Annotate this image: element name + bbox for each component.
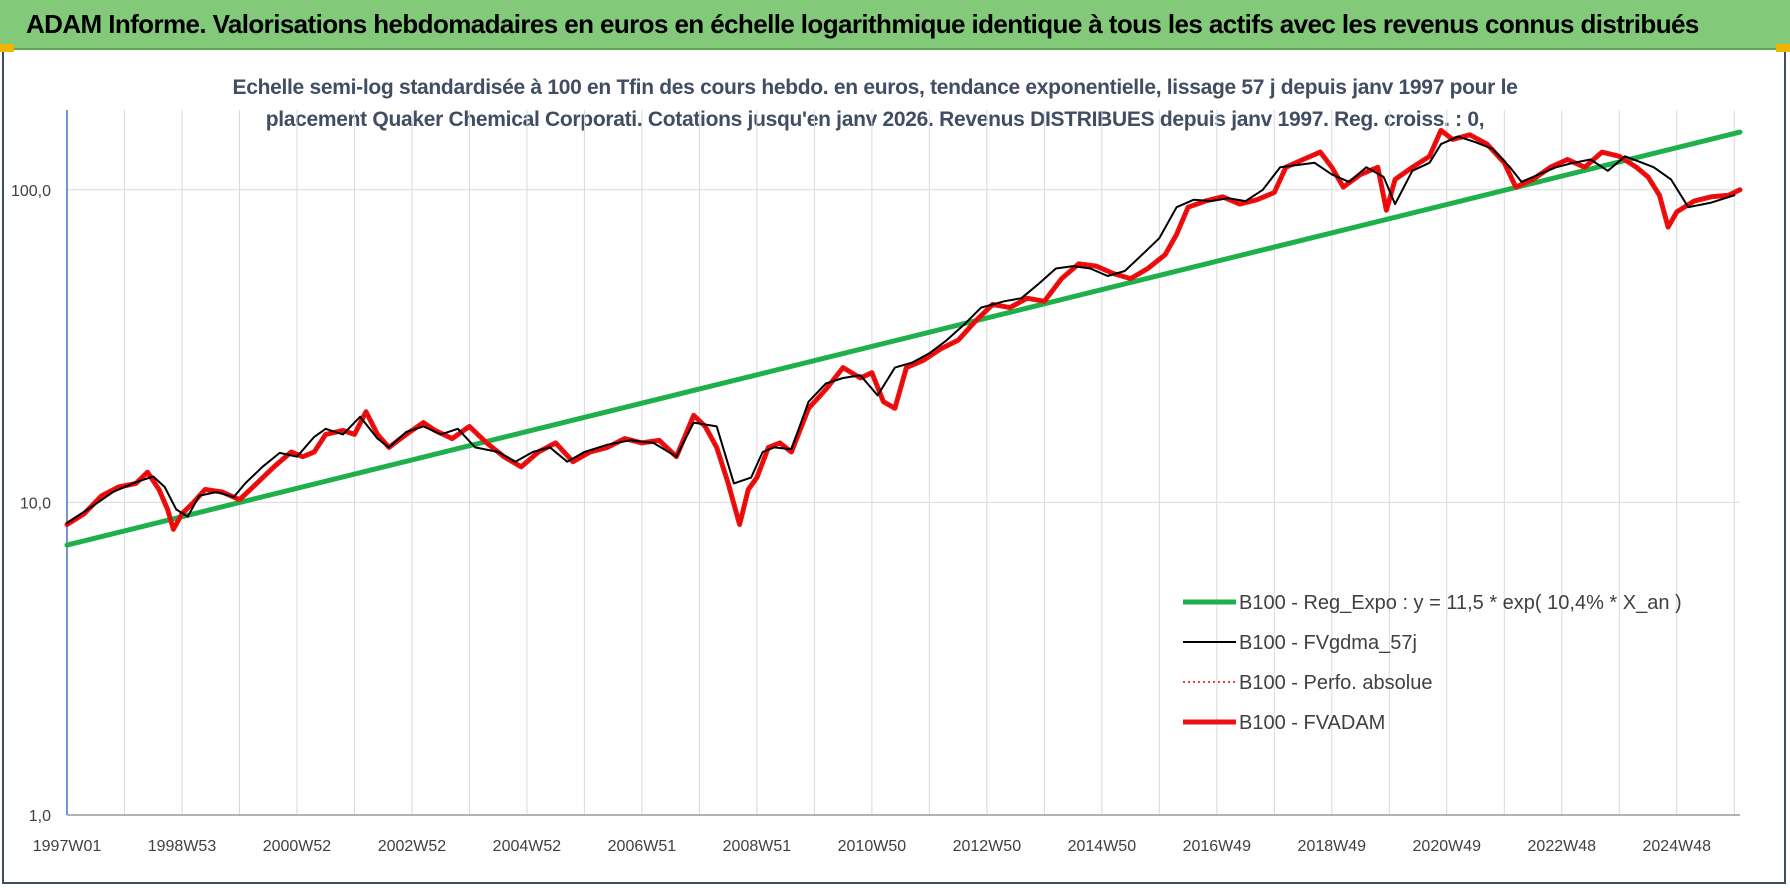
x-tick-label: 2016W49	[1183, 838, 1252, 855]
series-line-2	[66, 135, 1736, 524]
legend-label-3: B100 - Perfo. absolue	[1239, 672, 1432, 694]
title-banner: ADAM Informe. Valorisations hebdomadaire…	[0, 0, 1790, 50]
axes	[66, 110, 1740, 816]
series-line-1	[64, 129, 1743, 548]
x-tick-label: 1997W01	[33, 838, 102, 855]
legend: B100 - Reg_Expo : y = 11,5 * exp( 10,4% …	[1183, 592, 1682, 734]
x-tick-label: 2012W50	[953, 838, 1022, 855]
tick-labels: 1,0 10,0 100,0 1997W01 1998W53 2000W52 2002W52…	[11, 183, 1711, 855]
x-tick-label: 2002W52	[378, 838, 447, 855]
y-tick-label: 100,0	[11, 183, 51, 200]
page-title: ADAM Informe. Valorisations hebdomadaire…	[26, 9, 1699, 39]
chart-subtitle-line-2: placement Quaker Chemical Corporati. Cot…	[265, 108, 1485, 131]
series-lines	[64, 127, 1743, 548]
grid-lines	[67, 110, 1740, 815]
corner-accent-right	[1776, 44, 1790, 52]
x-tick-label: 2022W48	[1528, 838, 1597, 855]
x-tick-label: 2018W49	[1298, 838, 1367, 855]
x-tick-label: 2006W51	[608, 838, 677, 855]
x-tick-label: 2014W50	[1068, 838, 1137, 855]
x-tick-label: 2000W52	[263, 838, 332, 855]
chart-frame	[2, 52, 1786, 884]
x-tick-label: 2010W50	[838, 838, 907, 855]
x-tick-label: 2024W48	[1643, 838, 1712, 855]
legend-label-1: B100 - Reg_Expo : y = 11,5 * exp( 10,4% …	[1239, 592, 1682, 614]
x-tick-label: 1998W53	[148, 838, 217, 855]
y-tick-label: 10,0	[20, 495, 51, 512]
x-tick-label: 2004W52	[493, 838, 562, 855]
x-tick-label: 2008W51	[723, 838, 792, 855]
x-tick-label: 2020W49	[1413, 838, 1482, 855]
y-tick-label: 1,0	[29, 808, 51, 825]
legend-label-2: B100 - FVgdma_57j	[1239, 632, 1417, 654]
chart-subtitle-line-1: Echelle semi-log standardisée à 100 en T…	[232, 76, 1518, 99]
legend-label-4: B100 - FVADAM	[1239, 712, 1385, 734]
corner-accent-left	[0, 44, 14, 52]
